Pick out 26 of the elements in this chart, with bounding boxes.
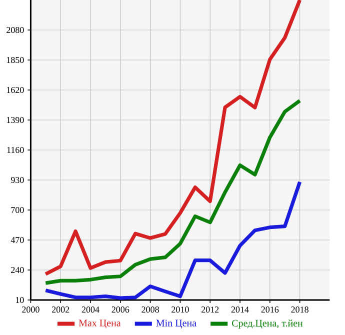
x-tick-label: 2006: [112, 306, 130, 313]
y-tick-label: 1160: [7, 146, 24, 154]
legend-label: Сред.Цена, т.йен: [232, 320, 303, 329]
y-tick-label: 1390: [6, 116, 24, 124]
line-series: [44, 180, 302, 300]
line-series: [44, 98, 302, 285]
y-tick-label: 470: [10, 236, 24, 244]
y-tick-label: 1620: [6, 86, 24, 94]
y-tick-label: 700: [11, 206, 24, 214]
y-tick-label: 240: [11, 266, 24, 274]
y-tick-label: 1850: [6, 56, 24, 64]
x-tick-label: 2016: [261, 306, 279, 313]
legend-label: Min Цена: [156, 320, 196, 328]
x-tick-label: 2000: [22, 306, 40, 313]
legend-label: Max Цена: [78, 320, 121, 328]
x-tick-label: 2008: [142, 306, 159, 313]
line-series: [44, 0, 302, 276]
x-tick-label: 2002: [52, 306, 70, 313]
x-tick-label: 2018: [291, 306, 308, 313]
y-tick-label: 930: [10, 176, 24, 184]
x-tick-label: 2012: [201, 306, 219, 313]
y-tick-label: 10: [16, 296, 24, 304]
x-tick-label: 2010: [172, 306, 189, 313]
x-tick-label: 2014: [231, 306, 249, 313]
y-tick-label: 2080: [6, 26, 24, 34]
x-tick-label: 2004: [82, 306, 100, 313]
